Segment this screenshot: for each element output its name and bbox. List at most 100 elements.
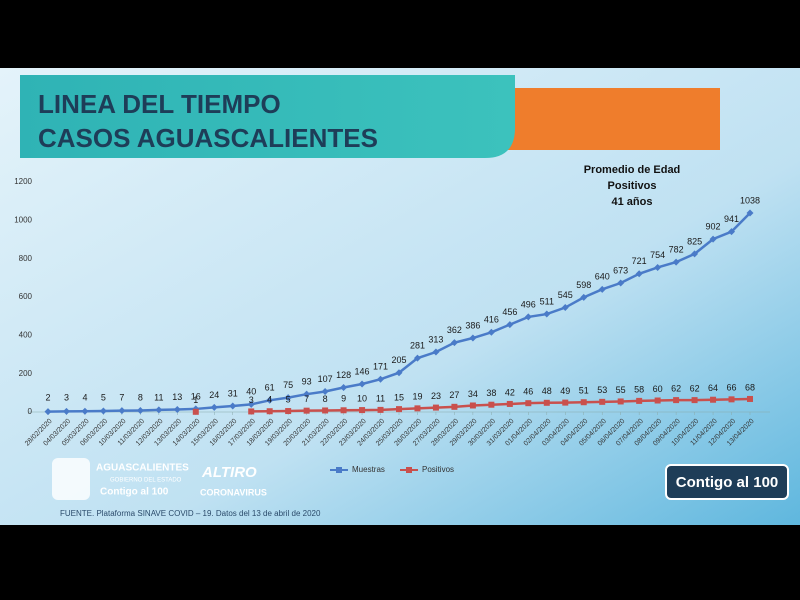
data-label: 16	[191, 391, 201, 401]
data-label: 416	[484, 315, 499, 325]
logo-text: GOBIERNO DEL ESTADO	[110, 478, 182, 484]
data-label: 171	[373, 362, 388, 372]
logo-text: AGUASCALIENTES	[96, 463, 189, 474]
marker	[580, 293, 588, 301]
marker	[414, 405, 421, 412]
data-label: 51	[579, 386, 589, 396]
data-label: 146	[355, 366, 370, 376]
marker	[543, 310, 551, 318]
data-label: 598	[576, 280, 591, 290]
data-label: 49	[560, 386, 570, 396]
marker	[654, 263, 662, 271]
marker	[229, 402, 237, 410]
marker	[192, 408, 199, 415]
data-label: 46	[523, 387, 533, 397]
marker	[450, 339, 458, 347]
data-label: 11	[154, 392, 163, 402]
marker	[672, 258, 680, 266]
marker	[691, 397, 698, 404]
data-label: 386	[465, 320, 480, 330]
marker	[340, 407, 347, 414]
marker	[543, 399, 550, 406]
data-label: 128	[336, 370, 351, 380]
data-label: 13	[172, 392, 182, 402]
marker	[451, 403, 458, 410]
data-label: 782	[669, 244, 684, 254]
marker	[710, 396, 717, 403]
marker	[599, 398, 606, 405]
marker	[99, 407, 107, 415]
marker	[266, 396, 274, 404]
marker	[303, 407, 310, 414]
logo-shield	[52, 458, 90, 500]
data-label: 24	[209, 390, 219, 400]
marker	[266, 408, 273, 415]
marker	[321, 387, 329, 395]
data-label: 7	[304, 394, 309, 404]
y-tick-label: 200	[19, 369, 33, 378]
marker	[562, 399, 569, 406]
series-line	[251, 397, 751, 413]
marker	[303, 390, 311, 398]
marker	[506, 400, 513, 407]
y-tick-label: 600	[19, 292, 33, 301]
title-line: LINEA DEL TIEMPO	[38, 89, 281, 119]
marker	[561, 304, 569, 312]
data-label: 15	[394, 393, 404, 403]
marker	[358, 380, 366, 388]
data-label: 58	[634, 384, 644, 394]
data-label: 38	[486, 388, 496, 398]
marker	[673, 397, 680, 404]
data-label: 23	[431, 391, 441, 401]
data-label: 75	[283, 380, 293, 390]
marker	[635, 270, 643, 278]
data-label: 640	[595, 272, 610, 282]
data-label: 8	[138, 392, 143, 402]
data-label: 721	[632, 256, 647, 266]
legend-marker	[336, 467, 342, 473]
marker	[173, 406, 181, 414]
data-label: 10	[357, 393, 367, 403]
orange-bar	[500, 88, 720, 150]
data-label: 1	[193, 395, 198, 405]
marker	[469, 402, 476, 409]
data-label: 68	[745, 382, 755, 392]
data-label: 55	[616, 385, 626, 395]
campaign-logo: ALTIRO CORONAVIRUS	[200, 464, 267, 497]
marker	[248, 408, 255, 415]
data-label: 66	[727, 383, 737, 393]
data-label: 4	[82, 392, 87, 402]
data-label: 313	[428, 334, 443, 344]
marker	[617, 398, 624, 405]
marker	[136, 406, 144, 414]
data-label: 941	[724, 214, 739, 224]
marker	[580, 399, 587, 406]
logo-text: CORONAVIRUS	[200, 487, 267, 497]
data-label: 281	[410, 341, 425, 351]
marker	[488, 401, 495, 408]
marker	[359, 407, 366, 414]
data-label: 205	[391, 355, 406, 365]
marker	[377, 406, 384, 413]
marker	[247, 400, 255, 408]
marker	[636, 397, 643, 404]
marker	[728, 396, 735, 403]
marker	[691, 250, 699, 258]
data-label: 5	[101, 392, 106, 402]
marker	[598, 285, 606, 293]
data-label: 62	[671, 383, 681, 393]
marker	[728, 228, 736, 236]
marker	[413, 354, 421, 362]
data-label: 60	[653, 384, 663, 394]
title-line: CASOS AGUASCALIENTES	[38, 123, 378, 153]
y-tick-label: 400	[19, 330, 33, 339]
marker	[210, 403, 218, 411]
marker	[747, 395, 753, 402]
marker	[395, 369, 403, 377]
data-label: 2	[45, 392, 50, 402]
data-label: 8	[323, 394, 328, 404]
data-label: 40	[246, 387, 256, 397]
legend-label: Muestras	[352, 465, 385, 474]
data-label: 61	[265, 383, 275, 393]
y-tick-label: 1000	[14, 215, 32, 224]
